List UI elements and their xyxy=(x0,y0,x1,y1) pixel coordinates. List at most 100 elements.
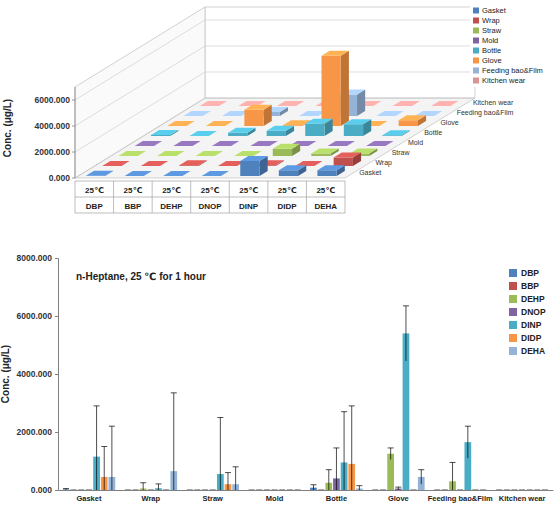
bar-3d xyxy=(250,141,277,146)
error-cap xyxy=(511,490,517,491)
bar-front xyxy=(334,158,353,166)
bar-3d xyxy=(399,115,426,126)
bar-front xyxy=(273,149,292,156)
x-axis: GasketWrapStrawMoldBottleGloveFeeding ba… xyxy=(59,491,554,504)
x-tick-label: DIDP xyxy=(278,202,298,211)
depth-label: Wrap xyxy=(375,159,392,167)
y-tick-label: 2000.000 xyxy=(35,147,71,157)
table-line xyxy=(267,181,268,213)
bar-top xyxy=(376,111,403,116)
error-cap xyxy=(326,469,332,470)
error-cap xyxy=(155,483,161,484)
bar xyxy=(372,490,379,491)
depth-label: Kitchen wear xyxy=(473,99,514,106)
bar-3d xyxy=(393,101,420,106)
depth-label: Feeding bao&Film xyxy=(457,109,514,117)
error-cap xyxy=(287,490,293,491)
error-cap xyxy=(125,490,131,491)
bar xyxy=(256,490,263,491)
side-wall xyxy=(75,7,205,178)
legend-label: DBP xyxy=(521,268,539,278)
error-cap xyxy=(272,490,278,491)
bar xyxy=(125,490,132,491)
bar-top xyxy=(334,153,361,158)
bar-3d xyxy=(163,171,190,176)
error-cap xyxy=(210,490,216,491)
error-bars xyxy=(94,306,533,490)
bar xyxy=(294,490,301,491)
legend-swatch xyxy=(473,18,479,24)
legend-label: DINP xyxy=(521,320,542,330)
bar-top xyxy=(240,156,267,161)
x-tick-label: Kitchen wear xyxy=(499,494,546,503)
bar xyxy=(147,490,154,491)
error-bars xyxy=(71,490,510,491)
error-cap xyxy=(380,490,386,491)
bar-3d xyxy=(102,161,129,166)
error-bars xyxy=(101,406,540,490)
bar-front xyxy=(244,110,263,126)
y-tick-mark xyxy=(55,316,58,317)
error-cap xyxy=(148,490,154,491)
legend-label: DNOP xyxy=(521,307,546,317)
bar-top xyxy=(382,130,409,135)
error-cap xyxy=(217,417,223,418)
error-bar xyxy=(220,418,221,491)
legend-label: Mold xyxy=(482,36,498,45)
bar-top xyxy=(206,121,233,126)
y-tick xyxy=(72,178,75,179)
bar-front xyxy=(279,170,298,176)
bar-top xyxy=(202,171,229,176)
bar-top xyxy=(399,115,426,120)
grid-line xyxy=(75,72,475,152)
x-tick-label: Gasket xyxy=(76,494,102,503)
x-tick: Bottle xyxy=(326,494,347,503)
bar-3d xyxy=(183,111,210,116)
y-axis-line xyxy=(75,87,76,178)
x-axis-line xyxy=(59,490,554,491)
bar xyxy=(279,490,286,491)
legend-swatch xyxy=(509,308,517,316)
error-cap xyxy=(341,411,347,412)
bar-3d xyxy=(118,151,145,156)
legend-label: Feeding bao&Film xyxy=(482,66,543,75)
bar-front xyxy=(311,153,330,156)
legend-label: BBP xyxy=(521,281,539,291)
legend-label: DEHP xyxy=(521,294,545,304)
bar-3d xyxy=(196,151,223,156)
error-bar xyxy=(359,486,360,490)
legend-swatch xyxy=(473,38,479,44)
x-tick: Straw xyxy=(202,494,223,503)
bar-top xyxy=(179,160,206,165)
error-cap xyxy=(78,490,84,491)
error-bar xyxy=(344,412,345,490)
y-tick xyxy=(72,126,75,127)
bar-3d xyxy=(190,131,217,136)
bar-3d xyxy=(344,119,371,136)
bar-3d xyxy=(202,171,229,176)
error-cap xyxy=(395,487,401,488)
x-tick: Glove xyxy=(388,494,409,503)
bar-top xyxy=(393,101,420,106)
error-bar xyxy=(227,473,228,490)
y-tick-label: 6000.000 xyxy=(35,95,71,105)
bar-top xyxy=(328,141,355,146)
bar-top xyxy=(366,141,393,146)
bar xyxy=(480,490,487,491)
legend-label: Straw xyxy=(482,26,502,35)
legend: GasketWrapStrawMoldBottleGloveFeeding ba… xyxy=(470,3,554,87)
error-cap xyxy=(202,490,208,491)
error-cap xyxy=(457,490,463,491)
bar-3d xyxy=(157,151,184,156)
bar xyxy=(194,490,201,491)
table-line xyxy=(75,197,345,198)
bar-top xyxy=(183,111,210,116)
table-line xyxy=(75,213,345,214)
error-bar xyxy=(111,426,112,490)
bar-top xyxy=(234,151,261,156)
error-cap xyxy=(472,490,478,491)
bar-front xyxy=(151,135,170,136)
error-bar xyxy=(351,406,352,490)
table-line xyxy=(75,181,76,213)
bar-3d xyxy=(311,148,338,156)
